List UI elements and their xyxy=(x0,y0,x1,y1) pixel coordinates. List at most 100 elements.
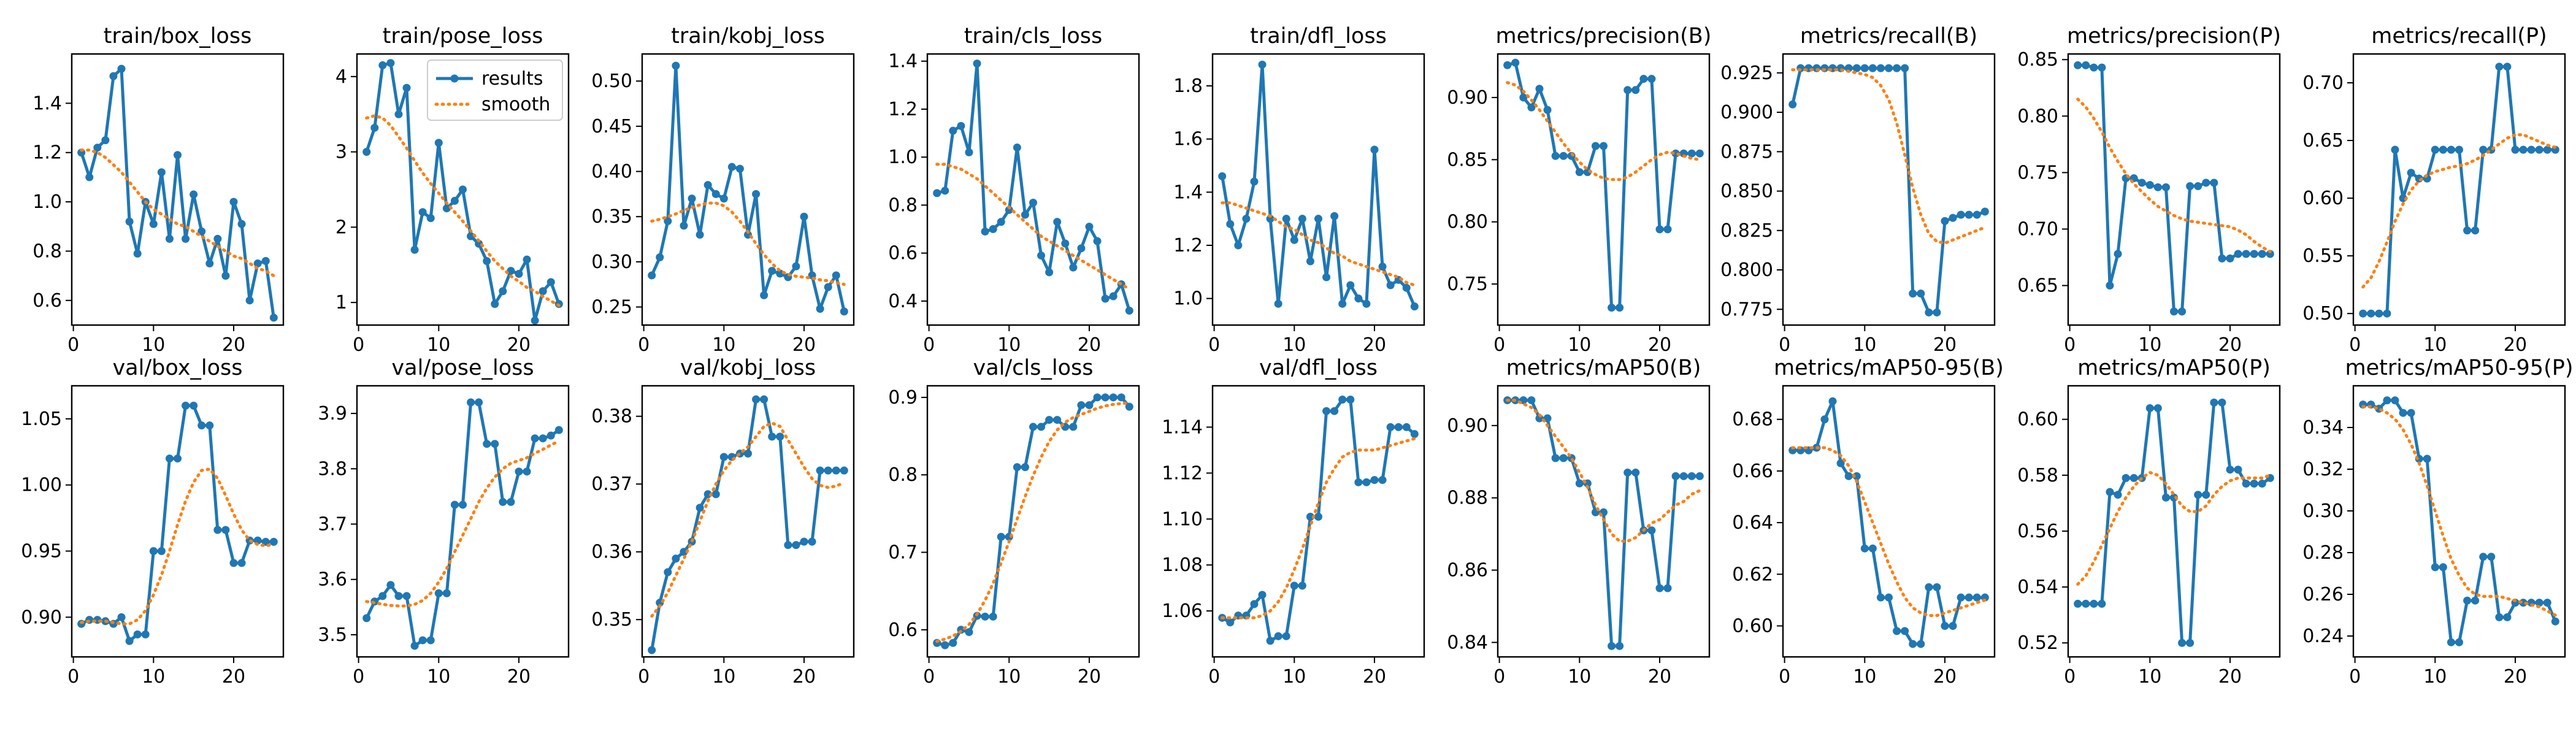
results-point xyxy=(1836,459,1845,467)
results-point xyxy=(2431,563,2439,572)
legend-results-label: results xyxy=(481,68,543,90)
axes-frame xyxy=(926,53,1140,326)
results-point xyxy=(165,454,174,463)
results-point xyxy=(1298,215,1306,223)
results-point xyxy=(784,541,792,550)
results-point xyxy=(1575,168,1584,177)
panel-metrics-recall-p: metrics/recall(P) 0 10 20 0.50 0.55 0.60 0.65 0.… xyxy=(2302,24,2566,356)
x-tick-label: 0 xyxy=(638,334,650,356)
results-point xyxy=(2194,491,2202,499)
smooth-line xyxy=(1791,68,1987,245)
results-point xyxy=(1085,401,1094,410)
results-point xyxy=(467,232,475,240)
results-point xyxy=(768,432,776,441)
results-point xyxy=(1608,304,1616,312)
results-point xyxy=(1695,149,1704,158)
results-point xyxy=(2487,553,2496,561)
results-point xyxy=(1258,60,1267,69)
x-tick-label: 10 xyxy=(427,666,450,688)
y-tick-label: 0.28 xyxy=(2302,542,2344,564)
results-point xyxy=(688,194,696,203)
results-point xyxy=(1527,103,1536,112)
results-point xyxy=(832,466,840,475)
panel-title: train/cls_loss xyxy=(964,24,1103,48)
results-point xyxy=(2431,145,2439,154)
results-point xyxy=(1282,215,1290,223)
y-tick-label: 0.85 xyxy=(1447,149,1488,171)
results-point xyxy=(1306,513,1314,521)
y-tick-label: 0.925 xyxy=(1720,63,1773,84)
results-point xyxy=(507,497,515,506)
results-point xyxy=(1925,308,1933,316)
panel-title: val/cls_loss xyxy=(973,356,1094,380)
y-tick-label: 3.5 xyxy=(318,624,347,646)
results-point xyxy=(141,630,150,638)
results-point xyxy=(515,467,523,476)
results-line xyxy=(1507,399,1700,648)
results-point xyxy=(1608,642,1616,650)
results-point xyxy=(776,432,784,441)
y-tick-label: 0.40 xyxy=(591,161,632,183)
results-point xyxy=(2439,145,2447,154)
results-point xyxy=(2202,178,2210,187)
results-point xyxy=(499,287,507,296)
results-line xyxy=(1506,61,1700,310)
results-point xyxy=(1972,210,1981,219)
panel-metrics-map50-95-b: metrics/mAP50-95(B) 0 10 20 0.60 0.62 0.64 0.66… xyxy=(1732,356,2004,688)
results-point xyxy=(727,163,736,171)
results-point xyxy=(1226,220,1235,228)
results-point xyxy=(2082,61,2090,69)
results-point xyxy=(1101,393,1110,402)
y-tick-label: 0.30 xyxy=(591,251,632,273)
results-line xyxy=(80,67,275,318)
results-point xyxy=(402,83,411,92)
y-tick-label: 0.8 xyxy=(888,194,918,216)
results-point xyxy=(1631,86,1640,94)
y-tick-label: 0.88 xyxy=(1447,488,1488,509)
results-point xyxy=(664,217,672,226)
results-point xyxy=(213,526,222,534)
results-point xyxy=(491,440,499,448)
results-point xyxy=(824,466,832,475)
results-point xyxy=(2090,599,2098,608)
results-point xyxy=(2471,596,2480,605)
y-tick-label: 0.75 xyxy=(2017,162,2058,183)
results-point xyxy=(269,537,278,546)
results-point xyxy=(1949,621,1957,630)
results-point xyxy=(776,269,784,278)
results-point xyxy=(2098,599,2106,608)
results-point xyxy=(253,259,262,268)
results-point xyxy=(949,126,957,135)
results-point xyxy=(1250,600,1259,608)
results-point xyxy=(370,123,379,132)
results-point xyxy=(1925,583,1933,591)
results-point xyxy=(1346,395,1355,404)
results-point xyxy=(190,401,198,410)
results-point xyxy=(1901,64,1909,72)
results-point xyxy=(1109,292,1117,301)
results-point xyxy=(483,257,491,266)
results-point xyxy=(2471,226,2480,235)
results-point xyxy=(1917,640,1925,648)
results-point xyxy=(1957,210,1965,219)
results-point xyxy=(1647,75,1656,83)
results-point xyxy=(2074,599,2082,608)
results-point xyxy=(2226,254,2234,263)
results-point xyxy=(1535,85,1544,93)
x-tick-label: 20 xyxy=(2504,334,2527,356)
smooth-line xyxy=(935,163,1131,291)
smooth-line xyxy=(1221,437,1416,619)
results-point xyxy=(2234,466,2242,474)
results-point xyxy=(664,568,672,577)
results-point xyxy=(2375,309,2383,318)
axes-frame xyxy=(2067,53,2281,326)
x-tick-label: 10 xyxy=(2138,666,2161,688)
results-point xyxy=(1386,423,1395,431)
results-point xyxy=(648,271,656,280)
x-tick-label: 20 xyxy=(1933,666,1957,688)
y-tick-label: 0.80 xyxy=(1447,212,1488,233)
y-tick-label: 1.10 xyxy=(1162,508,1203,530)
results-point xyxy=(696,504,704,512)
smooth-line xyxy=(80,467,275,626)
legend: results smooth xyxy=(427,59,563,121)
